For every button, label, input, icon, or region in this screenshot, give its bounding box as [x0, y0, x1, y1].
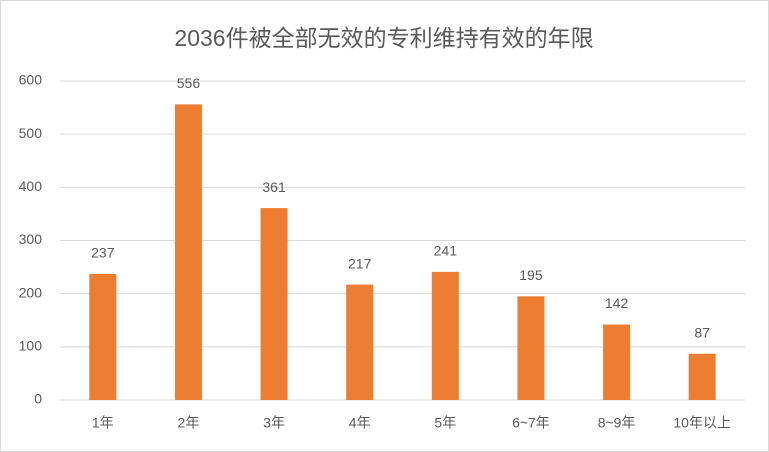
chart-title: 2036件被全部无效的专利维持有效的年限 — [174, 25, 593, 51]
y-tick-label: 500 — [19, 125, 43, 141]
data-label: 87 — [694, 324, 710, 340]
data-label: 142 — [605, 295, 629, 311]
bar — [174, 104, 202, 400]
bar — [346, 284, 374, 400]
y-tick-label: 100 — [19, 338, 43, 354]
data-label: 241 — [434, 243, 458, 259]
x-tick-label: 3年 — [263, 415, 285, 431]
data-label: 195 — [519, 267, 543, 283]
bar — [89, 273, 117, 400]
x-tick-label: 2年 — [178, 415, 200, 431]
bar — [431, 271, 459, 400]
x-tick-label: 1年 — [92, 415, 114, 431]
bar — [260, 208, 288, 400]
x-tick-label: 4年 — [349, 415, 371, 431]
x-tick-label: 6~7年 — [512, 415, 550, 431]
data-label: 556 — [177, 75, 201, 91]
x-tick-label: 8~9年 — [598, 415, 636, 431]
data-label: 217 — [348, 255, 372, 271]
y-tick-label: 600 — [19, 72, 43, 88]
bar — [603, 324, 631, 400]
data-label: 361 — [262, 179, 286, 195]
y-tick-label: 200 — [19, 284, 43, 300]
data-label: 237 — [91, 245, 115, 261]
x-tick-label: 10年以上 — [673, 415, 731, 431]
y-tick-label: 300 — [19, 231, 43, 247]
x-tick-label: 5年 — [434, 415, 456, 431]
y-tick-label: 0 — [34, 391, 42, 407]
bar — [688, 353, 716, 400]
y-tick-label: 400 — [19, 178, 43, 194]
bar — [517, 296, 545, 400]
